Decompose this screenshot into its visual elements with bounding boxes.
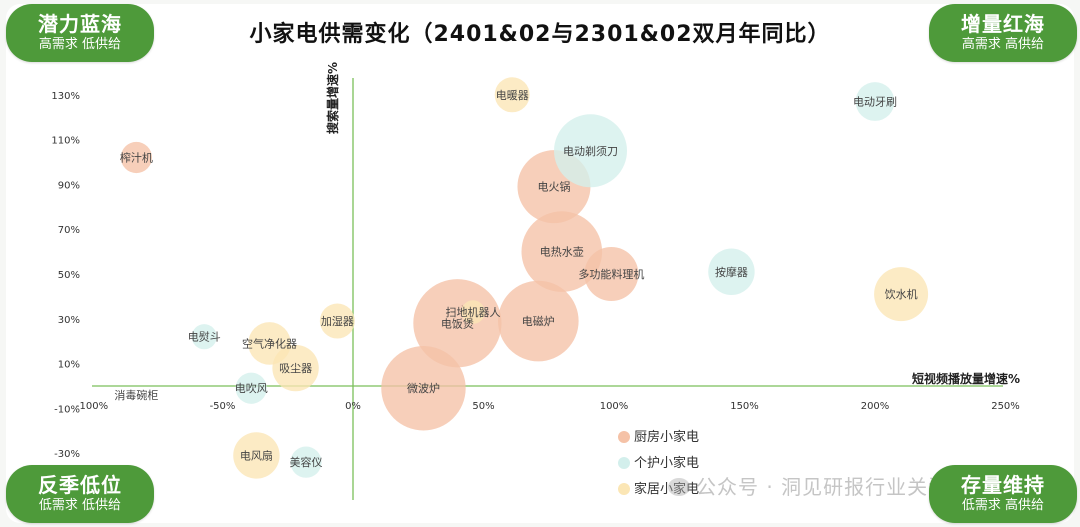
- data-point: [461, 300, 485, 324]
- data-label: 电饭煲: [441, 317, 474, 330]
- y-tick-label: -10%: [54, 404, 80, 415]
- data-point: [874, 267, 929, 322]
- data-label: 加湿器: [321, 315, 354, 328]
- x-tick-label: 150%: [730, 401, 759, 412]
- x-tick-label: -50%: [210, 401, 236, 412]
- data-point: [248, 322, 291, 365]
- quadrant-badge-subtitle: 低需求 低供给: [38, 498, 122, 513]
- x-axis-title: 短视频播放量增速%: [912, 371, 1020, 386]
- data-label: 按摩器: [715, 265, 748, 279]
- x-tick-label: 50%: [472, 401, 494, 412]
- x-tick-label: -100%: [76, 401, 108, 412]
- quadrant-badge-bottom-right: 存量维持 低需求 高供给: [929, 465, 1077, 523]
- x-tick-label: 100%: [600, 401, 629, 412]
- data-point: [191, 324, 217, 350]
- watermark: 公众号 · 洞见研报行业关注: [668, 471, 949, 500]
- quadrant-badge-subtitle: 低需求 高供给: [961, 498, 1045, 513]
- quadrant-badge-subtitle: 高需求 低供给: [38, 37, 122, 52]
- y-tick-label: 50%: [58, 270, 80, 281]
- data-label: 电动牙刷: [853, 96, 897, 109]
- data-label: 扫地机器人: [446, 305, 501, 319]
- wechat-icon: [668, 478, 690, 496]
- bubbles: [120, 77, 929, 479]
- data-label: 电风扇: [240, 448, 273, 462]
- data-label: 电磁炉: [522, 315, 555, 328]
- legend-label: 家居小家电: [634, 481, 699, 497]
- legend-marker: [618, 431, 630, 443]
- quadrant-badge-title: 反季低位: [38, 473, 122, 497]
- y-tick-label: 90%: [58, 180, 80, 191]
- x-tick-label: 250%: [991, 401, 1020, 412]
- quadrant-badge-title: 增量红海: [961, 12, 1045, 36]
- quadrant-badge-bottom-left: 反季低位 低需求 低供给: [6, 465, 154, 523]
- watermark-text: 公众号 · 洞见研报行业关注: [696, 475, 950, 499]
- data-point: [521, 211, 603, 292]
- quadrant-badge-title: 存量维持: [961, 473, 1045, 497]
- x-tick-label: 200%: [861, 401, 890, 412]
- data-label: 微波炉: [407, 381, 440, 395]
- data-label: 美容仪: [290, 455, 323, 469]
- data-point: [554, 114, 628, 188]
- data-point: [855, 82, 895, 121]
- data-label: 多功能料理机: [578, 267, 644, 281]
- chart-title: 小家电供需变化（2401&02与2301&02双月年同比）: [249, 22, 831, 47]
- data-label: 电熨斗: [188, 330, 221, 344]
- data-point: [494, 77, 530, 113]
- data-label: 电热水壶: [540, 245, 584, 259]
- data-label: 电动剃须刀: [563, 145, 618, 158]
- data-point: [235, 372, 267, 404]
- data-point: [290, 446, 322, 478]
- legend-marker: [618, 483, 630, 495]
- data-label: 榨汁机: [120, 151, 153, 165]
- data-label: 空气净化器: [242, 336, 297, 350]
- y-axis-title: 搜索量增速%: [325, 62, 340, 134]
- data-point: [498, 280, 579, 362]
- y-tick-label: 110%: [51, 136, 80, 147]
- legend-label: 个护小家电: [634, 455, 699, 471]
- quadrant-badge-subtitle: 高需求 高供给: [961, 37, 1045, 52]
- quadrant-badge-top-left: 潜力蓝海 高需求 低供给: [6, 4, 154, 62]
- legend-label: 厨房小家电: [634, 429, 699, 445]
- y-tick-label: 130%: [51, 91, 80, 102]
- data-point: [381, 346, 466, 431]
- labels: -100% -50% 0% 50% 100% 150% 200% 250% 130% 110% 90…: [51, 62, 1020, 497]
- data-point: [233, 432, 280, 479]
- quadrant-badge-title: 潜力蓝海: [38, 12, 122, 36]
- data-label: 消毒碗柜: [114, 388, 158, 402]
- x-tick-label: 0%: [345, 401, 361, 412]
- data-point: [120, 141, 152, 174]
- data-point: [708, 248, 755, 295]
- quadrant-badge-top-right: 增量红海 高需求 高供给: [929, 4, 1077, 62]
- y-tick-label: 30%: [58, 315, 80, 326]
- legend-marker: [618, 457, 630, 469]
- data-label: 电暖器: [496, 89, 529, 102]
- y-tick-label: 10%: [58, 360, 80, 371]
- data-point: [413, 279, 502, 368]
- data-label: 吸尘器: [279, 362, 312, 375]
- data-label: 电火锅: [537, 181, 570, 194]
- y-tick-label: 70%: [58, 225, 80, 236]
- data-point: [319, 303, 355, 339]
- data-label: 饮水机: [885, 287, 918, 301]
- data-label: 电吹风: [235, 382, 268, 395]
- y-tick-label: -30%: [54, 449, 80, 460]
- data-point: [584, 247, 639, 301]
